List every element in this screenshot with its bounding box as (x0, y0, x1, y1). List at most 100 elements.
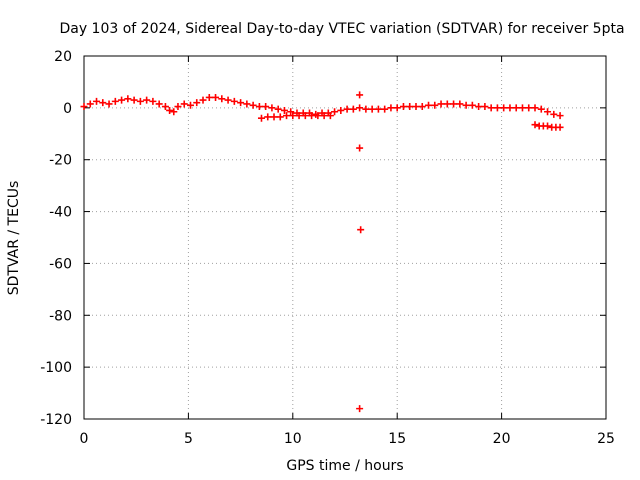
data-point (544, 122, 552, 130)
data-point (155, 100, 163, 108)
data-point (295, 112, 303, 120)
data-point (406, 103, 414, 111)
data-point (161, 103, 169, 111)
data-point (443, 100, 451, 108)
data-point (268, 104, 276, 112)
data-point (450, 100, 458, 108)
x-tick-label: 15 (388, 431, 406, 447)
data-point (174, 103, 182, 111)
data-point (356, 104, 364, 112)
data-point (349, 105, 357, 113)
data-point (308, 112, 316, 120)
data-point (180, 100, 188, 108)
y-tick-label: -100 (40, 360, 72, 376)
data-point (550, 110, 558, 118)
data-point (320, 112, 328, 120)
y-tick-label: -20 (49, 153, 72, 169)
data-point (326, 112, 334, 120)
data-point (130, 96, 138, 104)
data-point (111, 97, 119, 105)
data-point (425, 101, 433, 109)
data-point (262, 103, 270, 111)
data-point (264, 113, 272, 121)
data-point (556, 123, 564, 131)
plot-frame (83, 55, 607, 420)
data-point (314, 112, 322, 120)
x-tick-label: 0 (80, 431, 89, 447)
data-point (118, 96, 126, 104)
data-point (257, 114, 265, 122)
data-point (475, 103, 483, 111)
data-point (249, 101, 257, 109)
y-tick-label: -120 (40, 412, 72, 428)
data-point (393, 104, 401, 112)
data-point (374, 105, 382, 113)
data-point (93, 97, 101, 105)
data-point (468, 101, 476, 109)
y-tick-label: 0 (63, 101, 72, 117)
data-point (287, 108, 295, 116)
data-point (487, 104, 495, 112)
data-point (381, 105, 389, 113)
data-point (170, 108, 178, 116)
data-point (531, 121, 539, 129)
x-tick-label: 20 (493, 431, 511, 447)
data-point (343, 105, 351, 113)
x-axis-label: GPS time / hours (286, 458, 403, 474)
data-point (199, 96, 207, 104)
data-point (506, 104, 514, 112)
data-point (525, 104, 533, 112)
data-point (356, 144, 364, 152)
y-tick-label: -40 (49, 205, 72, 221)
data-point (387, 104, 395, 112)
data-point (556, 112, 564, 120)
data-point (80, 103, 88, 111)
data-point (166, 106, 174, 114)
data-point (136, 97, 144, 105)
data-point (437, 100, 445, 108)
data-point (356, 91, 364, 99)
chart-title: Day 103 of 2024, Sidereal Day-to-day VTE… (59, 21, 624, 37)
data-point (230, 97, 238, 105)
data-point (149, 97, 157, 105)
data-point (412, 103, 420, 111)
data-point (531, 104, 539, 112)
data-point (255, 103, 263, 111)
data-point (243, 100, 251, 108)
data-point (218, 95, 226, 103)
x-tick-label: 25 (597, 431, 615, 447)
data-point (537, 105, 545, 113)
data-point (105, 100, 113, 108)
data-point (481, 103, 489, 111)
data-point (368, 105, 376, 113)
data-point (456, 100, 464, 108)
data-point (493, 104, 501, 112)
data-point (399, 103, 407, 111)
data-point (283, 112, 291, 120)
data-point (431, 101, 439, 109)
data-point (186, 101, 194, 109)
grid (84, 56, 606, 419)
data-point (500, 104, 508, 112)
y-axis-label: SDTVAR / TECUs (6, 181, 22, 296)
data-point (124, 95, 132, 103)
data-point (544, 108, 552, 116)
data-point (356, 405, 364, 413)
x-tick-label: 5 (184, 431, 193, 447)
data-point (212, 93, 220, 101)
data-series (80, 91, 564, 413)
data-point (224, 96, 232, 104)
y-axis: 20 0 -20 -40 -60 -80 -100 -120 (40, 49, 606, 428)
data-point (289, 112, 297, 120)
data-point (462, 101, 470, 109)
data-point (518, 104, 526, 112)
data-point (99, 99, 107, 107)
data-point (512, 104, 520, 112)
data-point (143, 96, 151, 104)
data-point (276, 113, 284, 121)
data-point (237, 99, 245, 107)
y-tick-label: -80 (49, 308, 72, 324)
data-point (205, 93, 213, 101)
data-point (86, 100, 94, 108)
